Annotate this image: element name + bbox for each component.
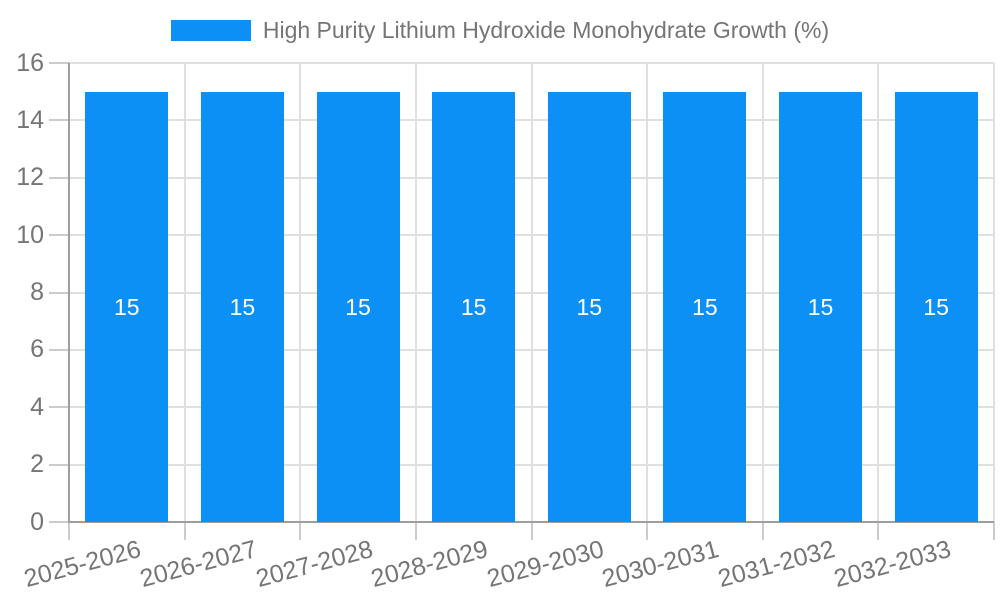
y-axis-tick-label: 14 [16,105,44,134]
bar [894,91,978,522]
y-axis-tick [49,521,69,523]
y-axis-tick [49,348,69,351]
y-axis-tick [49,406,69,409]
y-axis-tick [49,119,69,122]
x-axis-category-label: 2029-2030 [483,535,607,593]
x-gridline [877,63,880,522]
x-gridline [761,63,764,522]
x-axis-tick [993,522,995,540]
bar [85,91,169,522]
x-axis-category-label: 2025-2026 [21,535,145,593]
y-axis-tick-label: 0 [30,507,44,536]
y-axis-tick-label: 8 [30,278,44,306]
x-axis-tick [414,522,417,540]
legend-label: High Purity Lithium Hydroxide Monohydrat… [262,16,830,43]
x-axis-tick [761,522,764,540]
x-gridline [646,63,649,522]
y-axis-tick-label: 6 [30,335,44,364]
legend-swatch-icon [170,19,251,41]
bar-value-label: 15 [460,293,487,320]
bar-value-label: 15 [692,293,718,320]
y-axis-tick [49,62,69,64]
y-axis-tick-label: 2 [30,450,44,479]
bar-value-label: 15 [807,293,834,320]
bar [779,91,863,522]
y-axis-tick-label: 12 [16,163,44,192]
bar [547,91,631,522]
x-axis-tick [299,522,302,540]
x-axis-tick [530,522,533,540]
x-axis-category-label: 2027-2028 [252,535,376,593]
y-axis-tick [49,463,69,466]
x-axis-tick [68,522,70,540]
bar-value-label: 15 [923,293,949,320]
x-axis-tick [183,522,186,540]
bar-value-label: 15 [229,293,256,320]
x-gridline [183,63,186,522]
chart-legend: High Purity Lithium Hydroxide Monohydrat… [0,16,1000,44]
bar-value-label: 15 [114,293,140,320]
x-gridline [993,63,995,522]
x-axis-line [68,521,994,523]
y-axis-tick [49,234,69,237]
x-axis-category-label: 2030-2031 [599,535,723,593]
y-axis-line [68,63,70,522]
bar-value-label: 15 [576,293,603,320]
bar-value-label: 15 [345,293,371,320]
x-axis-category-label: 2032-2033 [830,535,954,593]
y-axis-tick-label: 16 [16,48,44,77]
x-axis-tick [646,522,649,540]
x-gridline [530,63,533,522]
x-gridline [299,63,302,522]
x-gridline [414,63,417,522]
y-axis-tick [49,176,69,179]
bar [316,91,400,522]
y-axis-tick-label: 10 [16,220,44,249]
x-axis-category-label: 2028-2029 [368,535,491,593]
bar [200,91,284,522]
x-axis-category-label: 2026-2027 [136,535,260,593]
x-axis-category-label: 2031-2032 [715,535,838,593]
x-axis-tick [877,522,880,540]
bar [663,91,747,522]
y-axis-tick-label: 4 [30,392,44,421]
bar [432,91,516,522]
y-axis-tick [49,291,69,294]
